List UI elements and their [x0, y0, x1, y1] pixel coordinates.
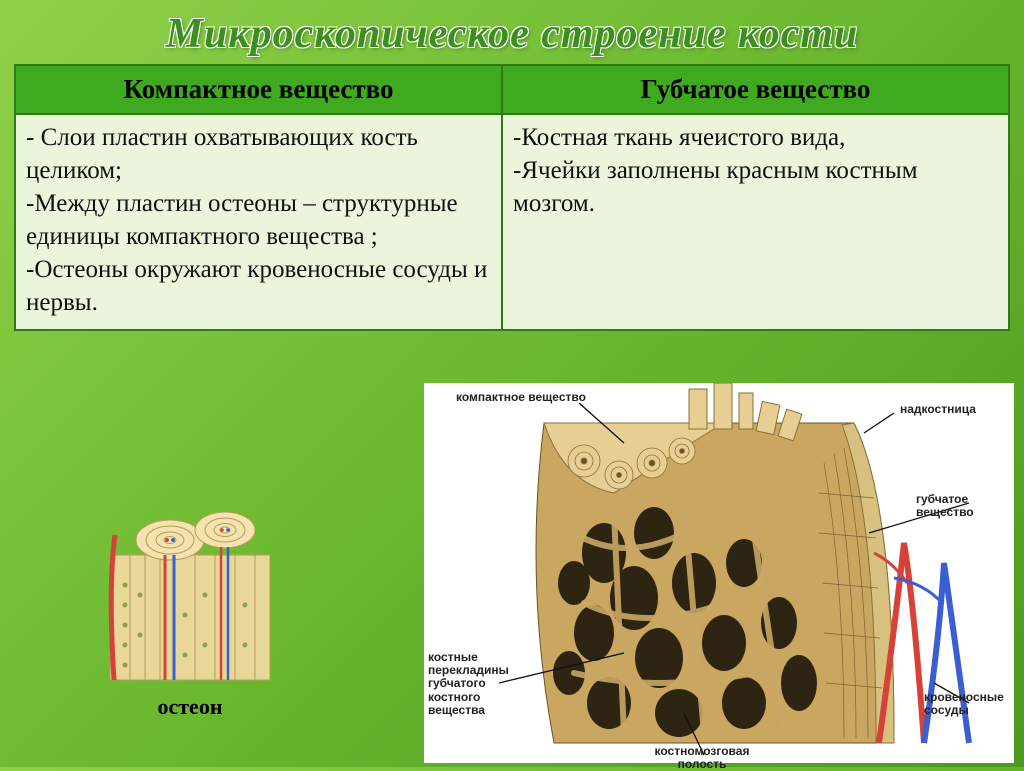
osteon-figure: остеон: [100, 495, 280, 720]
comparison-table: Компактное вещество Губчатое вещество - …: [14, 64, 1010, 331]
cell-spongy-desc: -Костная ткань ячеистого вида,-Ячейки за…: [502, 114, 1009, 330]
label-marrow-cavity: костномозговая полость: [642, 745, 762, 771]
label-vessels: кровеносные сосуды: [924, 691, 1014, 717]
label-spongy: губчатое вещество: [916, 493, 1011, 519]
col-header-compact: Компактное вещество: [15, 65, 502, 114]
label-trabeculae: костные перекладины губчатого костного в…: [428, 651, 514, 717]
label-periosteum: надкостница: [900, 403, 976, 416]
label-compact: компактное вещество: [456, 391, 586, 404]
figures-area: остеон: [0, 427, 1024, 767]
osteon-svg: [100, 495, 280, 685]
col-header-spongy: Губчатое вещество: [502, 65, 1009, 114]
cell-compact-desc: - Слои пластин охватывающих кость целико…: [15, 114, 502, 330]
comparison-table-wrap: Компактное вещество Губчатое вещество - …: [14, 64, 1010, 331]
page-title: Микроскопическое строение кости: [0, 0, 1024, 64]
osteon-caption: остеон: [100, 694, 280, 720]
bone-diagram: компактное вещество надкостница губчатое…: [424, 383, 1014, 763]
